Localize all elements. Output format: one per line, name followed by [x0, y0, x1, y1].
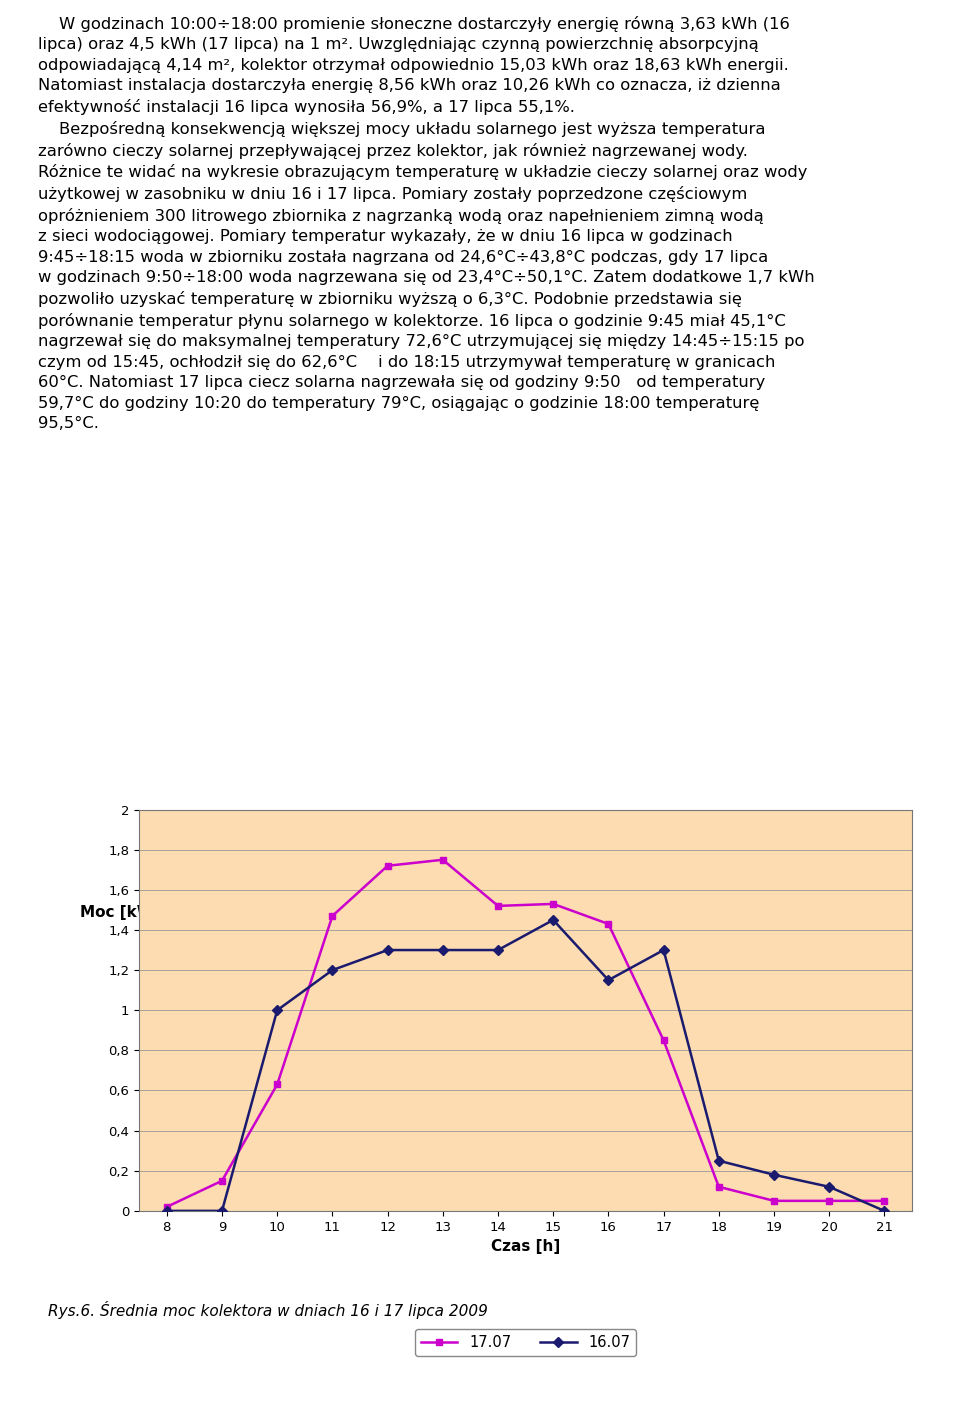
16.07 — [437, 942, 448, 959]
16.07 — [768, 1166, 780, 1183]
16.07 — [878, 1202, 890, 1219]
16.07 — [326, 962, 338, 979]
17.07 — [658, 1032, 669, 1049]
17.07 — [603, 915, 614, 932]
17.07 — [161, 1198, 173, 1215]
Text: Rys.6. Średnia moc kolektora w dniach 16 i 17 lipca 2009: Rys.6. Średnia moc kolektora w dniach 16… — [48, 1301, 488, 1319]
17.07 — [713, 1178, 725, 1195]
X-axis label: Czas [h]: Czas [h] — [491, 1239, 561, 1255]
17.07 — [547, 895, 559, 912]
Line: 17.07: 17.07 — [163, 856, 888, 1211]
17.07 — [272, 1076, 283, 1093]
Line: 16.07: 16.07 — [163, 917, 888, 1214]
16.07 — [492, 942, 504, 959]
Legend: 17.07, 16.07: 17.07, 16.07 — [415, 1329, 636, 1356]
16.07 — [272, 1002, 283, 1019]
16.07 — [713, 1152, 725, 1169]
17.07 — [768, 1193, 780, 1209]
Text: Moc [kW]: Moc [kW] — [80, 904, 160, 919]
16.07 — [603, 972, 614, 988]
16.07 — [824, 1178, 835, 1195]
17.07 — [216, 1173, 228, 1190]
16.07 — [547, 911, 559, 928]
16.07 — [161, 1202, 173, 1219]
17.07 — [437, 852, 448, 869]
17.07 — [878, 1193, 890, 1209]
16.07 — [658, 942, 669, 959]
17.07 — [382, 857, 394, 874]
17.07 — [492, 897, 504, 914]
17.07 — [824, 1193, 835, 1209]
16.07 — [382, 942, 394, 959]
17.07 — [326, 908, 338, 925]
16.07 — [216, 1202, 228, 1219]
Text: W godzinach 10:00÷18:00 promienie słoneczne dostarczyły energię równą 3,63 kWh (: W godzinach 10:00÷18:00 promienie słonec… — [38, 15, 815, 431]
